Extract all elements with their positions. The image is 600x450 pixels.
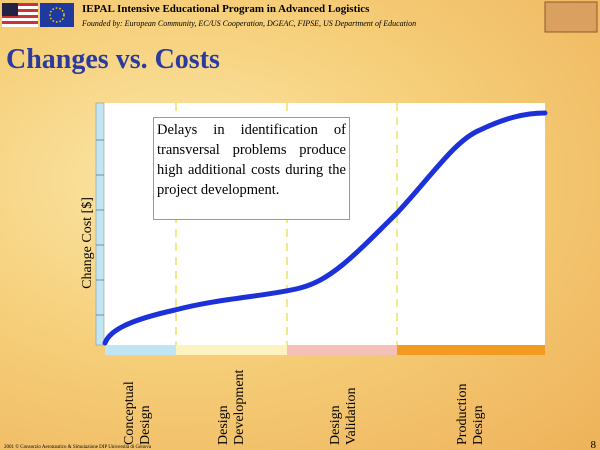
phase-label: ConceptualDesign <box>122 381 153 445</box>
phase-labels: ConceptualDesign DesignDevelopment DesignV… <box>122 369 486 445</box>
phase-bar <box>397 345 545 355</box>
phase-label-line: Design <box>471 405 486 445</box>
cost-curve <box>102 110 548 346</box>
axis-strip <box>95 102 105 346</box>
y-axis-label: Change Cost [$] <box>80 197 95 289</box>
phase-label: ProductionDesign <box>455 384 486 445</box>
header-title: IEPAL Intensive Educational Program in A… <box>82 3 370 15</box>
header-subtitle: Founded by: European Community, EC/US Co… <box>81 19 416 28</box>
slide-title: Changes vs. Costs <box>6 44 220 75</box>
phase-label-line: Validation <box>344 387 359 445</box>
phase-label-line: Design <box>138 405 153 445</box>
phase-label-line: Design <box>216 405 231 445</box>
phase-label: DesignDevelopment <box>216 369 247 445</box>
annotation: Delays in identification of transversal … <box>153 117 350 220</box>
phase-label-line: Development <box>232 369 247 445</box>
logo <box>544 1 598 33</box>
us-flag <box>2 3 38 27</box>
axis-ticks <box>96 139 104 316</box>
phase-label: DesignValidation <box>328 387 359 445</box>
phase-label-line: Conceptual <box>122 381 137 445</box>
phase-label-line: Design <box>328 405 343 445</box>
phase-label-line: Production <box>455 384 470 445</box>
footer-copyright: 2001 © Consorzio Aeronautico & Simulazio… <box>4 444 152 450</box>
phase-bar <box>105 345 176 355</box>
page-number: 8 <box>591 439 597 450</box>
phase-bar <box>176 345 287 355</box>
eu-flag <box>40 3 74 27</box>
phase-dividers <box>175 103 398 345</box>
phase-bar <box>287 345 397 355</box>
